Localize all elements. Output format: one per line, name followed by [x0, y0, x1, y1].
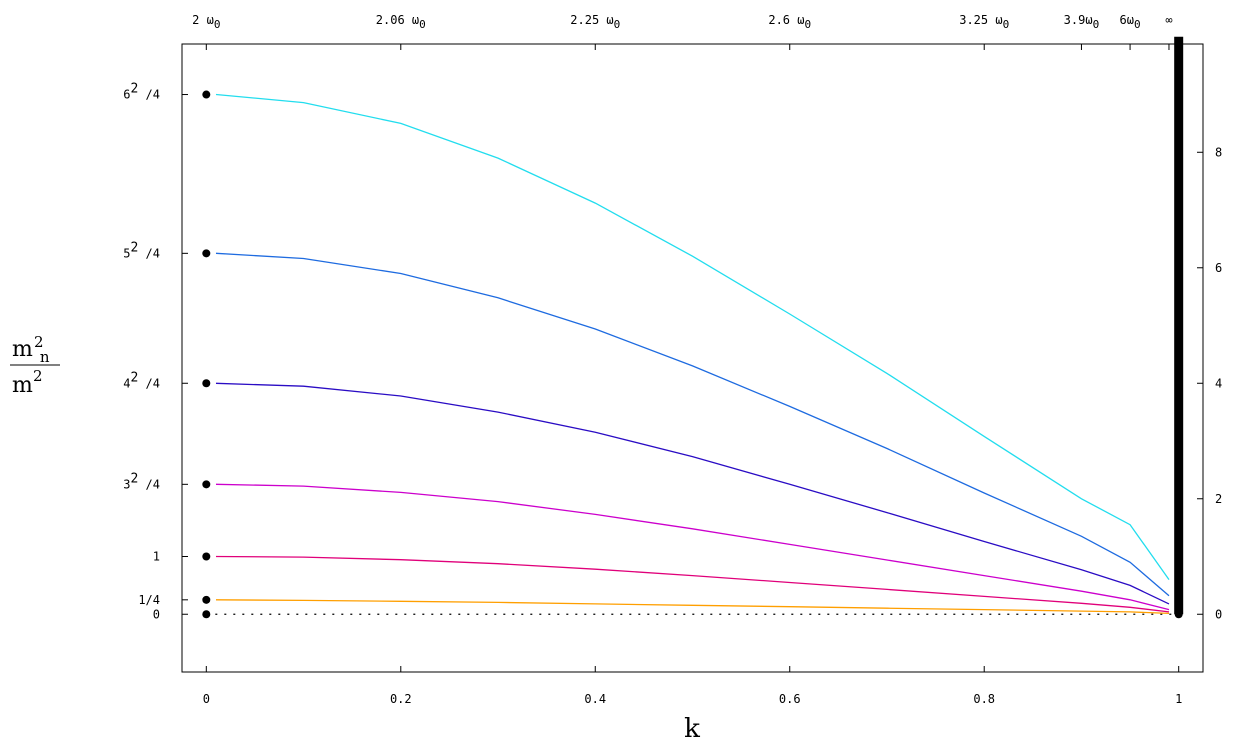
right-tick-label-2: 4	[1215, 376, 1222, 390]
x-tick-label-4: 0.8	[973, 692, 995, 706]
x-tick-label-3: 0.6	[779, 692, 801, 706]
ylabel-den-base: m	[12, 373, 33, 398]
series-line-0	[215, 599, 1170, 615]
tick-marks	[182, 44, 1203, 672]
x-axis-label: k	[684, 714, 700, 741]
x-tick-label-2: 0.4	[584, 692, 606, 706]
svg-text:m n: m n	[12, 337, 50, 366]
tick-labels: 0 0.2 0.4 0.6 0.8 1 2 ω0 2.06 ω0 2.25 ω0 2.6 ω0 3.…	[123, 13, 1222, 706]
right-tick-label-4: 8	[1215, 145, 1222, 159]
ylabel-num-base: m	[12, 337, 33, 362]
series-lines	[215, 93, 1170, 615]
data-point-3	[202, 480, 211, 489]
right-tick-label-3: 6	[1215, 261, 1222, 275]
right-tick-label-1: 2	[1215, 492, 1222, 506]
series-line-4	[215, 252, 1170, 597]
plot-frame	[181, 43, 1204, 673]
series-line-5	[215, 93, 1170, 580]
left-tick-label-5: 52 /4	[123, 240, 160, 260]
data-point-7	[1174, 610, 1183, 619]
top-tick-label-7: ∞	[1165, 13, 1172, 27]
left-tick-label-0: 0	[153, 607, 160, 621]
series-line-3	[215, 382, 1170, 605]
right-tick-label-0: 0	[1215, 607, 1222, 621]
series-line-2	[215, 483, 1170, 611]
left-tick-label-1: 1/4	[138, 593, 160, 607]
ylabel-num-sub: n	[40, 348, 50, 366]
ylabel-den-sup: 2	[33, 367, 43, 385]
data-points	[202, 90, 1183, 619]
left-tick-label-4: 42 /4	[123, 370, 160, 390]
series-line-1	[215, 555, 1170, 613]
data-point-0	[202, 610, 211, 619]
x-tick-label-0: 0	[203, 692, 210, 706]
data-point-5	[202, 249, 211, 258]
data-point-1	[202, 595, 211, 604]
y-axis-label: m n 2 m 2	[10, 333, 60, 398]
left-tick-label-6: 62 /4	[123, 82, 160, 102]
x-tick-label-1: 0.2	[390, 692, 412, 706]
top-tick-label-2: 2.25 ω0	[570, 13, 620, 31]
left-tick-label-2: 1	[153, 550, 160, 564]
data-point-2	[202, 552, 211, 561]
top-tick-label-4: 3.25 ω0	[959, 13, 1009, 31]
top-tick-label-1: 2.06 ω0	[376, 13, 426, 31]
top-tick-label-5: 3.9ω0	[1064, 13, 1100, 31]
top-tick-label-6: 6ω0	[1120, 13, 1141, 31]
ylabel-num-sup: 2	[34, 333, 44, 351]
data-point-4	[202, 379, 211, 388]
x-tick-label-5: 1	[1175, 692, 1182, 706]
top-tick-label-0: 2 ω0	[192, 13, 220, 31]
left-tick-label-3: 32 /4	[123, 471, 160, 491]
data-point-6	[202, 90, 211, 99]
top-tick-label-3: 2.6 ω0	[768, 13, 811, 31]
